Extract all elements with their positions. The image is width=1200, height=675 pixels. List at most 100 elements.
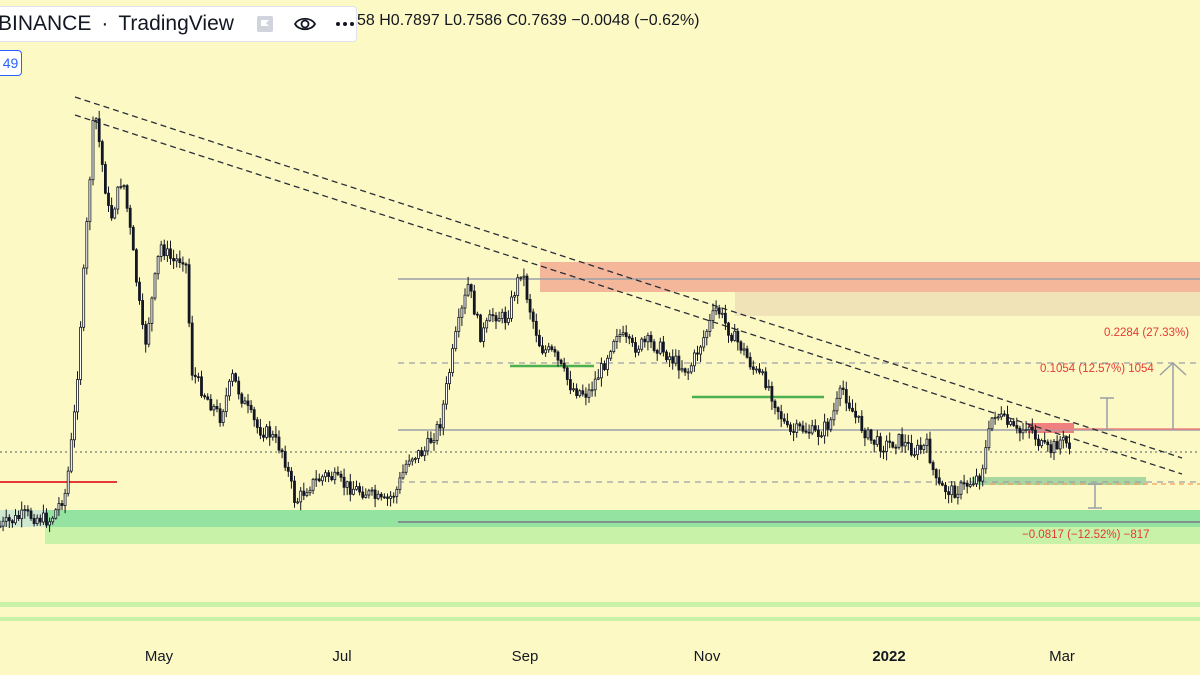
legend-controls bbox=[252, 11, 358, 37]
candle-body bbox=[913, 454, 916, 457]
indicator-badge[interactable]: 49 bbox=[0, 50, 22, 76]
candle-body bbox=[981, 468, 985, 482]
symbol-legend[interactable]: BINANCE · TradingView bbox=[0, 6, 357, 42]
resistance-zone bbox=[540, 262, 1200, 292]
candle-body bbox=[125, 185, 129, 209]
candle-body bbox=[429, 438, 433, 443]
candlestick-series bbox=[0, 110, 1071, 533]
candle-body bbox=[562, 363, 566, 369]
candle-body bbox=[658, 341, 662, 354]
candle-body bbox=[506, 317, 510, 323]
candle-body bbox=[596, 377, 600, 380]
x-axis-label-may: May bbox=[144, 648, 174, 665]
candle-body bbox=[1003, 413, 1006, 416]
candle-body bbox=[671, 356, 675, 364]
flag-icon[interactable] bbox=[252, 11, 278, 37]
symbol-title[interactable]: BINANCE · TradingView bbox=[0, 12, 234, 36]
candle-body bbox=[1024, 429, 1028, 432]
candle-body bbox=[714, 307, 718, 312]
candle-body bbox=[916, 444, 919, 456]
candle-body bbox=[258, 427, 262, 436]
candle-body bbox=[351, 488, 355, 495]
candle-body bbox=[624, 332, 628, 338]
candle-body bbox=[448, 372, 451, 385]
candle-body bbox=[66, 470, 70, 494]
candle-body bbox=[252, 409, 256, 421]
candle-body bbox=[662, 341, 665, 353]
candle-body bbox=[668, 356, 671, 361]
candle-body bbox=[891, 442, 895, 448]
candle-body bbox=[38, 517, 42, 523]
candle-body bbox=[934, 469, 938, 479]
candle-body bbox=[503, 311, 507, 323]
candle-body bbox=[1018, 427, 1022, 434]
candle-body bbox=[829, 419, 833, 430]
candle-body bbox=[131, 226, 135, 251]
candle-body bbox=[953, 485, 957, 498]
candle-body bbox=[968, 484, 972, 487]
candle-body bbox=[4, 517, 8, 522]
candle-body bbox=[82, 267, 86, 328]
candle-body bbox=[1055, 441, 1059, 450]
candle-body bbox=[885, 440, 888, 452]
candle-body bbox=[172, 258, 176, 262]
candle-body bbox=[482, 327, 486, 342]
candle-body bbox=[488, 314, 492, 322]
candle-body bbox=[209, 398, 213, 411]
candle-body bbox=[637, 348, 640, 353]
candle-body bbox=[950, 485, 954, 496]
candle-body bbox=[293, 480, 296, 503]
candle-body bbox=[556, 351, 560, 361]
candle-body bbox=[730, 334, 733, 341]
candle-body bbox=[500, 311, 504, 319]
candle-body bbox=[677, 355, 681, 371]
eye-icon[interactable] bbox=[292, 11, 318, 37]
candle-body bbox=[947, 491, 950, 496]
candle-body bbox=[603, 363, 606, 370]
candle-body bbox=[451, 348, 455, 373]
candle-body bbox=[181, 262, 185, 265]
resistance-zone-faded bbox=[735, 292, 1200, 316]
candle-body bbox=[550, 346, 554, 350]
candle-body bbox=[370, 489, 374, 492]
candle-body bbox=[795, 423, 799, 433]
candle-body bbox=[689, 365, 693, 373]
candle-body bbox=[569, 379, 572, 391]
candle-body bbox=[646, 335, 650, 343]
candle-body bbox=[903, 441, 907, 447]
candle-body bbox=[460, 307, 464, 318]
candle-body bbox=[910, 442, 913, 456]
candle-body bbox=[255, 419, 259, 428]
candle-body bbox=[162, 244, 166, 257]
candle-body bbox=[1046, 441, 1050, 446]
candle-body bbox=[820, 435, 823, 438]
candle-body bbox=[534, 320, 538, 336]
candle-body bbox=[578, 390, 582, 397]
candle-body bbox=[435, 424, 439, 441]
candle-body bbox=[693, 352, 696, 367]
candle-body bbox=[1027, 426, 1031, 431]
candle-body bbox=[203, 395, 207, 398]
candle-body bbox=[234, 373, 238, 382]
candle-body bbox=[1049, 444, 1053, 454]
candle-body bbox=[113, 208, 117, 219]
candle-body bbox=[686, 371, 690, 374]
candle-body bbox=[882, 450, 885, 453]
candle-body bbox=[755, 368, 758, 371]
candle-body bbox=[296, 501, 300, 504]
candle-body bbox=[513, 295, 516, 298]
candle-body bbox=[705, 331, 709, 339]
candle-body bbox=[286, 466, 290, 472]
candle-body bbox=[711, 310, 715, 321]
candle-body bbox=[336, 471, 340, 475]
candle-body bbox=[413, 457, 417, 460]
candle-body bbox=[156, 256, 160, 275]
measure-target-mid bbox=[1100, 397, 1114, 431]
candle-body bbox=[392, 495, 396, 498]
more-icon[interactable] bbox=[332, 11, 358, 37]
candle-body bbox=[848, 402, 851, 409]
candle-body bbox=[764, 371, 768, 389]
candle-body bbox=[184, 263, 188, 266]
